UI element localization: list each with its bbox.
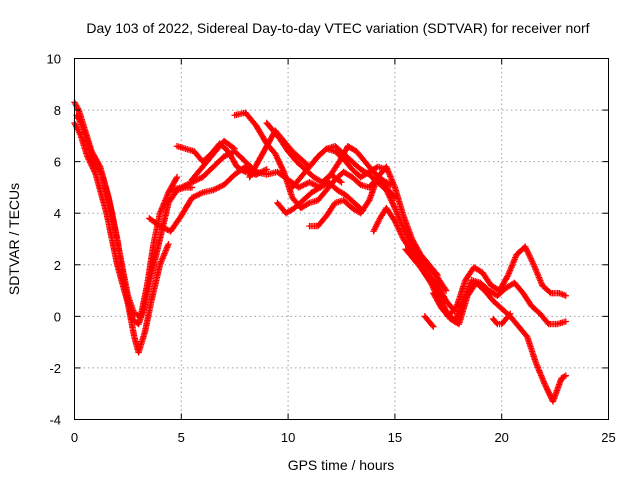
y-tick-label: 6 xyxy=(54,155,61,170)
x-tick-label: 5 xyxy=(178,430,185,445)
series-track-13 xyxy=(289,142,450,294)
x-tick-label: 25 xyxy=(601,430,615,445)
series-track-4 xyxy=(146,163,260,235)
y-tick-labels: -4 -2 0 2 4 6 8 10 xyxy=(47,52,61,428)
series-track-18 xyxy=(489,310,514,328)
x-tick-label: 0 xyxy=(71,430,78,445)
y-tick-label: 10 xyxy=(47,52,61,67)
y-tick-label: 0 xyxy=(54,309,61,324)
axis-ticks xyxy=(74,58,609,420)
chart-title: Day 103 of 2022, Sidereal Day-to-day VTE… xyxy=(86,20,589,36)
x-tick-label: 20 xyxy=(494,430,508,445)
data-point-markers xyxy=(289,142,450,294)
y-tick-label: 2 xyxy=(54,258,61,273)
y-tick-label: 8 xyxy=(54,103,61,118)
y-tick-label: -4 xyxy=(49,413,61,428)
series-track-3 xyxy=(73,112,181,320)
x-tick-label: 10 xyxy=(281,430,295,445)
series-track-7 xyxy=(188,137,238,183)
data-point-markers xyxy=(188,137,238,183)
data-point-markers xyxy=(73,112,181,320)
x-axis-title: GPS time / hours xyxy=(288,457,395,473)
data-point-markers xyxy=(421,313,437,330)
data-point-markers xyxy=(146,163,260,235)
x-tick-labels: 0 5 10 15 20 25 xyxy=(71,430,616,445)
grid xyxy=(74,58,609,420)
x-tick-label: 15 xyxy=(388,430,402,445)
data-point-markers xyxy=(274,179,367,217)
data-point-markers xyxy=(430,279,569,405)
data-point-markers xyxy=(489,310,514,328)
data-points xyxy=(71,99,569,405)
y-tick-label: 4 xyxy=(54,206,61,221)
y-tick-label: -2 xyxy=(49,361,61,376)
y-axis-title: SDTVAR / TECUs xyxy=(6,183,22,295)
plot-frame xyxy=(74,58,609,420)
series-track-19 xyxy=(421,313,437,330)
series-track-11 xyxy=(274,179,367,217)
series-track-17 xyxy=(430,279,569,405)
